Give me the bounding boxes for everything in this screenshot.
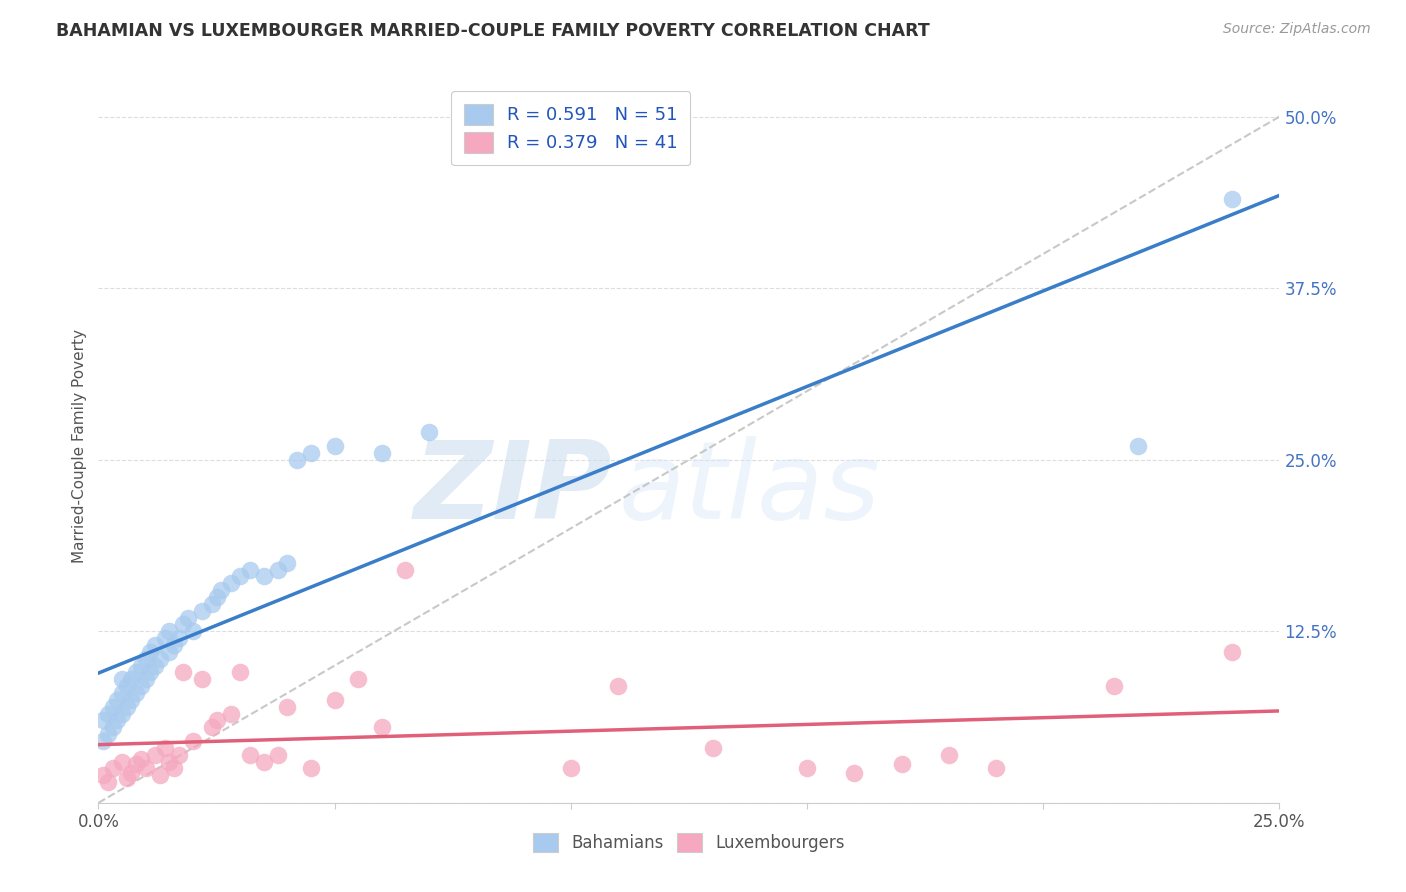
Point	[105, 693, 128, 707]
Point	[890, 757, 912, 772]
Point	[143, 638, 166, 652]
Point	[607, 679, 630, 693]
Point	[115, 699, 138, 714]
Point	[111, 673, 134, 687]
Point	[229, 665, 252, 680]
Point	[115, 771, 138, 785]
Point	[323, 439, 346, 453]
Point	[219, 706, 242, 721]
Point	[163, 638, 186, 652]
Point	[191, 673, 214, 687]
Point	[139, 665, 162, 680]
Point	[125, 686, 148, 700]
Point	[323, 693, 346, 707]
Point	[201, 720, 224, 734]
Point	[201, 597, 224, 611]
Point	[129, 752, 152, 766]
Point	[229, 569, 252, 583]
Point	[177, 610, 200, 624]
Point	[153, 740, 176, 755]
Point	[101, 720, 124, 734]
Point	[101, 762, 124, 776]
Point	[135, 762, 157, 776]
Point	[299, 762, 322, 776]
Point	[149, 651, 172, 665]
Point	[115, 679, 138, 693]
Point	[702, 740, 724, 755]
Point	[181, 734, 204, 748]
Point	[371, 446, 394, 460]
Point	[105, 714, 128, 728]
Point	[1102, 679, 1125, 693]
Point	[125, 757, 148, 772]
Point	[111, 755, 134, 769]
Point	[121, 693, 143, 707]
Point	[172, 665, 194, 680]
Point	[219, 576, 242, 591]
Point	[167, 631, 190, 645]
Point	[167, 747, 190, 762]
Point	[163, 762, 186, 776]
Point	[181, 624, 204, 639]
Y-axis label: Married-Couple Family Poverty: Married-Couple Family Poverty	[72, 329, 87, 563]
Point	[125, 665, 148, 680]
Point	[984, 762, 1007, 776]
Point	[97, 775, 120, 789]
Point	[239, 747, 262, 762]
Point	[1126, 439, 1149, 453]
Point	[267, 747, 290, 762]
Legend: Bahamians, Luxembourgers: Bahamians, Luxembourgers	[526, 827, 852, 859]
Text: BAHAMIAN VS LUXEMBOURGER MARRIED-COUPLE FAMILY POVERTY CORRELATION CHART: BAHAMIAN VS LUXEMBOURGER MARRIED-COUPLE …	[56, 22, 929, 40]
Point	[101, 699, 124, 714]
Point	[418, 425, 440, 440]
Point	[938, 747, 960, 762]
Text: atlas: atlas	[619, 436, 880, 541]
Point	[394, 562, 416, 576]
Point	[796, 762, 818, 776]
Point	[143, 747, 166, 762]
Point	[91, 734, 114, 748]
Point	[153, 631, 176, 645]
Point	[844, 765, 866, 780]
Point	[91, 768, 114, 782]
Point	[143, 658, 166, 673]
Point	[205, 714, 228, 728]
Point	[121, 765, 143, 780]
Point	[111, 686, 134, 700]
Point	[139, 645, 162, 659]
Point	[157, 755, 180, 769]
Point	[191, 604, 214, 618]
Point	[121, 673, 143, 687]
Point	[205, 590, 228, 604]
Point	[560, 762, 582, 776]
Text: ZIP: ZIP	[413, 436, 612, 541]
Point	[157, 645, 180, 659]
Point	[172, 617, 194, 632]
Point	[253, 755, 276, 769]
Point	[97, 706, 120, 721]
Point	[1220, 192, 1243, 206]
Point	[149, 768, 172, 782]
Point	[347, 673, 370, 687]
Point	[209, 583, 232, 598]
Point	[276, 699, 298, 714]
Text: Source: ZipAtlas.com: Source: ZipAtlas.com	[1223, 22, 1371, 37]
Point	[1220, 645, 1243, 659]
Point	[129, 658, 152, 673]
Point	[276, 556, 298, 570]
Point	[299, 446, 322, 460]
Point	[111, 706, 134, 721]
Point	[267, 562, 290, 576]
Point	[97, 727, 120, 741]
Point	[135, 651, 157, 665]
Point	[285, 452, 308, 467]
Point	[239, 562, 262, 576]
Point	[129, 679, 152, 693]
Point	[157, 624, 180, 639]
Point	[253, 569, 276, 583]
Point	[91, 714, 114, 728]
Point	[135, 673, 157, 687]
Point	[371, 720, 394, 734]
